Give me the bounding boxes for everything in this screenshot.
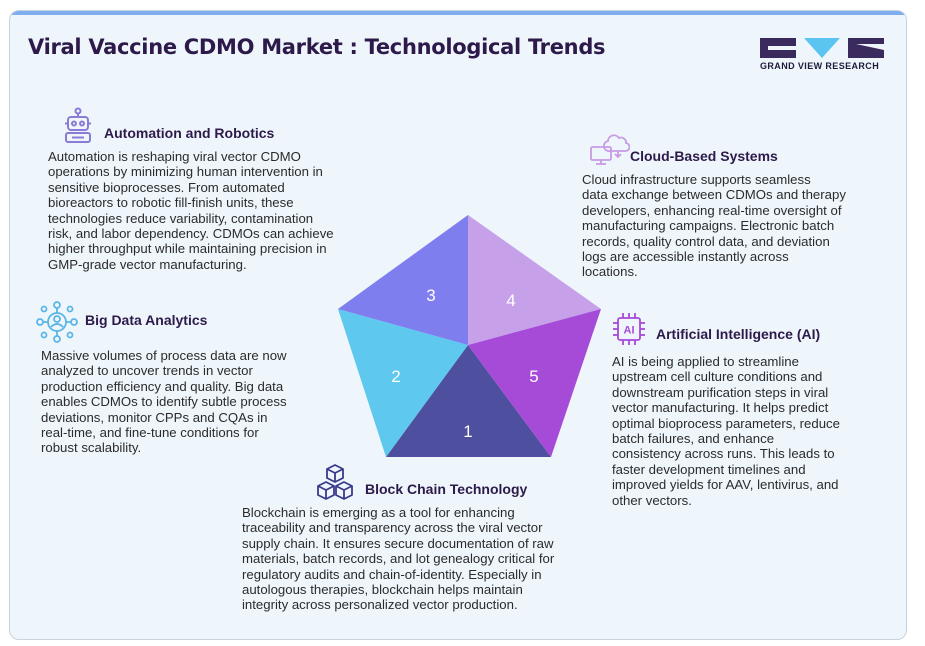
segment-5 [468, 309, 601, 457]
automation-text-line: sensitive bioprocesses. From automated [48, 179, 285, 195]
blockchain-text-line: traceability and transparency across the… [242, 520, 543, 536]
automation-text-line: Automation is reshaping viral vector CDM… [48, 149, 301, 164]
ai-text-line: vector manufacturing. It helps predict [612, 400, 829, 416]
brand-name: GRAND VIEW RESEARCH [760, 61, 880, 71]
ai-heading: Artificial Intelligence (AI) [656, 326, 821, 342]
ai-text-line: upstream cell culture conditions and [612, 369, 823, 385]
big-data-heading: Big Data Analytics [85, 312, 208, 328]
segment-2 [338, 309, 468, 457]
blockchain-cubes-icon [317, 464, 353, 500]
automation-text-line: technologies reduce variability, contami… [48, 210, 314, 226]
blockchain-heading: Block Chain Technology [365, 481, 528, 497]
big-data-text-line: Massive volumes of process data are now [41, 348, 287, 363]
automation-text-line: operations by minimizing human intervent… [48, 164, 323, 180]
ai-text-line: other vectors. [612, 492, 692, 508]
blockchain-text-line: Blockchain is emerging as a tool for enh… [242, 505, 515, 520]
ai-text-line: downstream purification steps in viral [612, 384, 829, 400]
segment-3-number: 3 [426, 286, 435, 305]
cloud-description: Cloud infrastructure supports seamless d… [582, 172, 846, 280]
ai-text-line: AI is being applied to streamline [612, 354, 799, 369]
ai-text-line: faster development timelines and [612, 461, 806, 477]
ai-description: AI is being applied to streamline upstre… [612, 354, 840, 508]
segment-1 [386, 345, 551, 457]
big-data-text-line: analyzed to uncover trends in vector [41, 363, 253, 379]
grand-view-research-logo [760, 38, 884, 58]
segment-3 [338, 215, 468, 345]
blockchain-text-line: supply chain. It ensures secure document… [242, 535, 554, 551]
cloud-heading: Cloud-Based Systems [630, 148, 778, 164]
big-data-text-line: real-time, and fine-tune conditions for [41, 425, 259, 441]
cloud-text-line: records, quality control data, and devia… [582, 233, 830, 249]
blockchain-text-line: regulatory audits and chain-of-identity.… [242, 566, 542, 582]
cloud-text-line: developers, enhancing real-time oversigh… [582, 202, 842, 218]
segment-2-number: 2 [391, 367, 400, 386]
analytics-network-icon [36, 301, 78, 343]
ai-text-line: optimal bioprocess parameters, reduce [612, 415, 840, 431]
cloud-computer-icon [590, 134, 630, 165]
big-data-text-line: production efficiency and quality. Big d… [41, 378, 284, 394]
blockchain-text-line: autologous therapies, blockchain helps m… [242, 582, 523, 598]
automation-text-line: bioreactors to robotic fill-finish units… [48, 195, 294, 211]
segment-5-number: 5 [529, 367, 538, 386]
automation-text-line: risk, and labor dependency. CDMOs can ac… [48, 226, 334, 242]
big-data-description: Massive volumes of process data are now … [41, 348, 287, 456]
blockchain-description: Blockchain is emerging as a tool for enh… [242, 505, 554, 613]
cloud-text-line: data exchange between CDMOs and therapy [582, 187, 846, 203]
segment-4-number: 4 [506, 291, 515, 310]
big-data-text-line: enables CDMOs to identify subtle process [41, 394, 287, 410]
ai-chip-label: AI [624, 325, 635, 337]
cloud-text-line: locations. [582, 264, 638, 280]
robot-icon [65, 107, 91, 143]
cloud-text-line: manufacturing campaigns. Electronic batc… [582, 218, 835, 234]
ai-chip-icon: AI [613, 313, 645, 345]
infographic-card: Viral Vaccine CDMO Market : Technologica… [9, 10, 907, 640]
ai-text-line: batch failures, and enhance [612, 431, 775, 447]
automation-text-line: higher throughput while maintaining prec… [48, 241, 327, 257]
big-data-text-line: deviations, monitor CPPs and CQAs in [41, 409, 268, 425]
blockchain-text-line: materials, batch records, and lot geneal… [242, 551, 555, 567]
pentagon-diagram: 1 2 3 4 5 [338, 215, 601, 457]
segment-1-number: 1 [463, 422, 472, 441]
cloud-text-line: Cloud infrastructure supports seamless [582, 172, 811, 187]
big-data-text-line: robust scalability. [41, 440, 142, 456]
automation-heading: Automation and Robotics [104, 125, 275, 141]
segment-4 [468, 215, 601, 345]
ai-text-line: consistency across runs. This leads to [612, 446, 835, 462]
blockchain-text-line: integrity across personalized vector pro… [242, 597, 518, 613]
automation-description: Automation is reshaping viral vector CDM… [48, 149, 334, 272]
cloud-text-line: logs are accessible instantly across [582, 249, 789, 265]
page-title: Viral Vaccine CDMO Market : Technologica… [28, 35, 606, 59]
automation-text-line: GMP-grade vector manufacturing. [48, 256, 247, 272]
ai-text-line: improved yields for AAV, lentivirus, and [612, 477, 839, 493]
